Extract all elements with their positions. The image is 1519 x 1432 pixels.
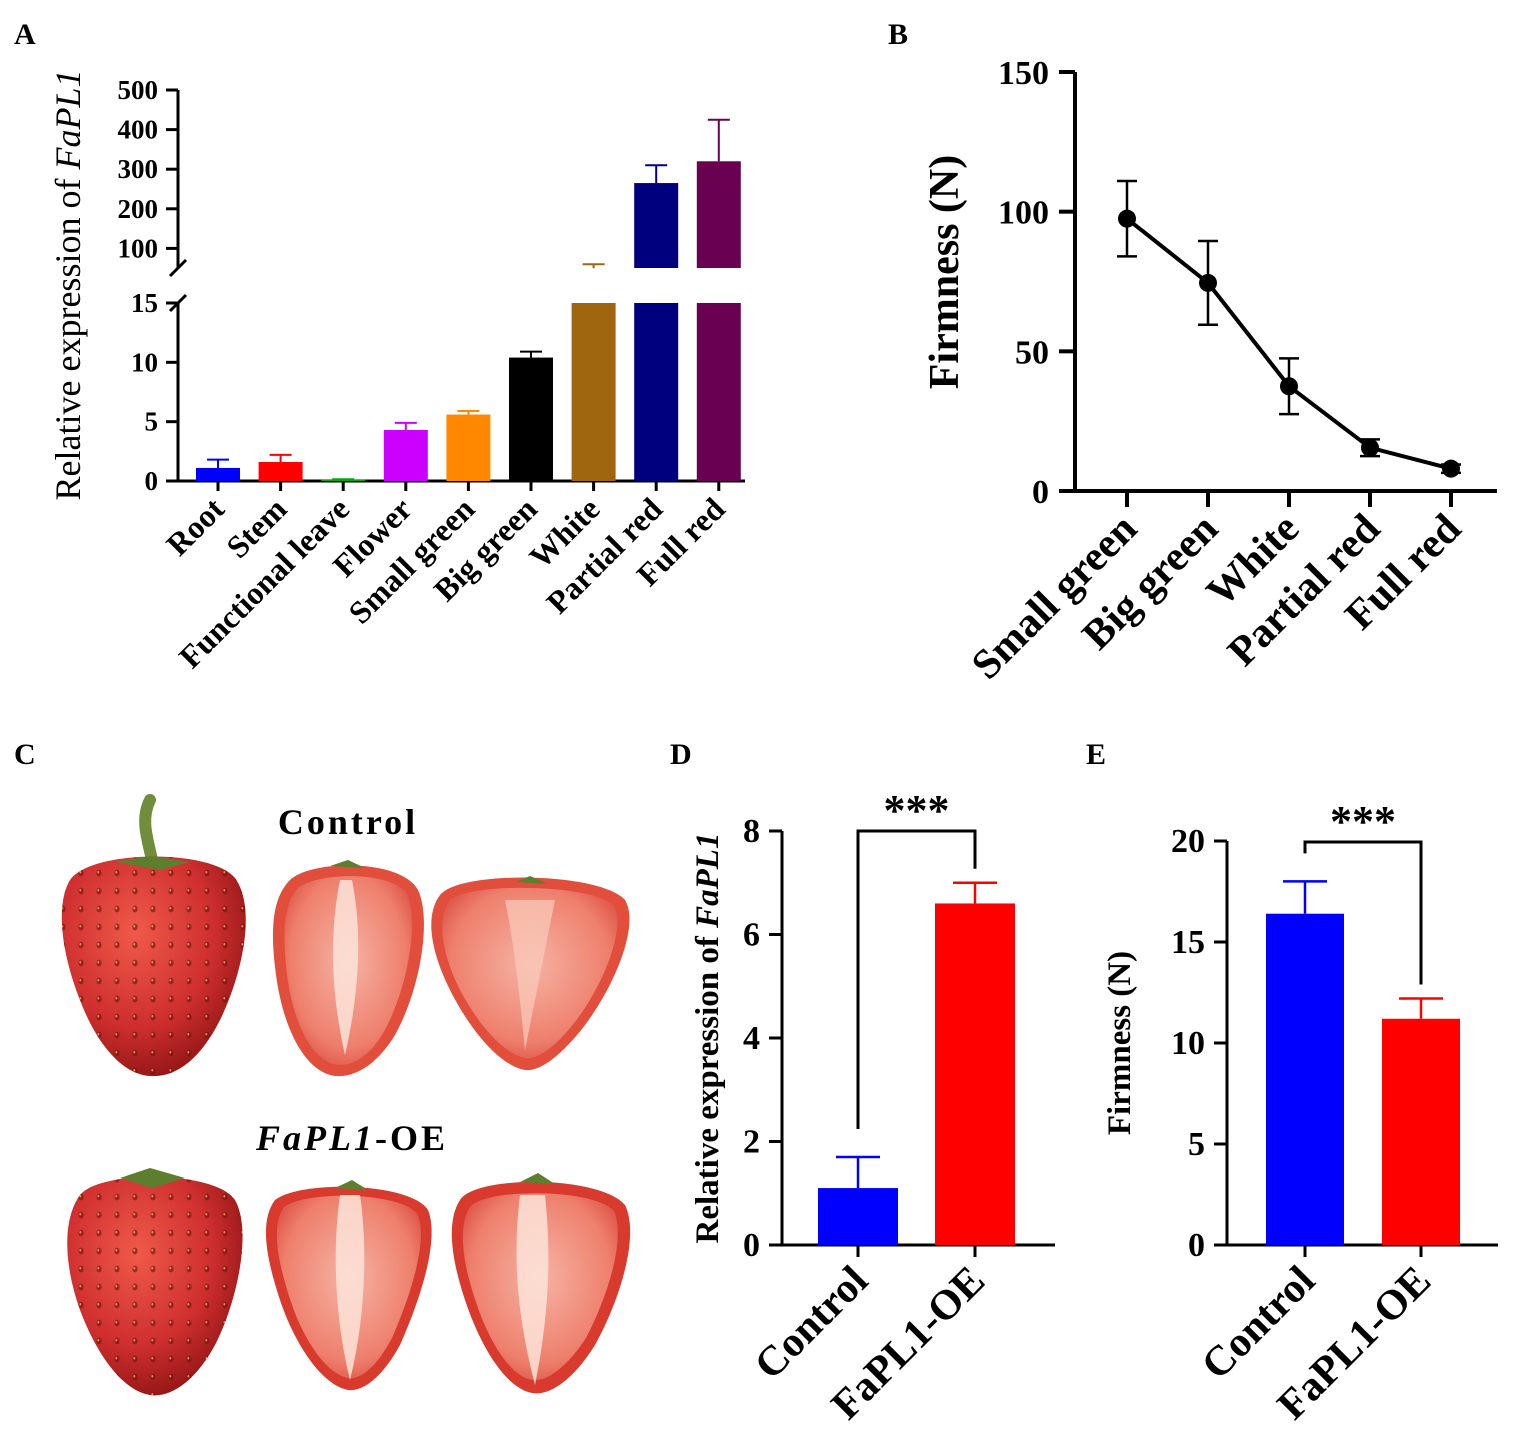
bar: [1266, 913, 1344, 1245]
panel-label-d: D: [670, 738, 692, 771]
control-cut-fruit-1: [272, 860, 424, 1077]
bar: [509, 357, 553, 481]
y-tick-label: 200: [118, 194, 159, 224]
y-tick-label: 500: [118, 75, 159, 105]
panel-label-a: A: [14, 18, 36, 51]
bar: [321, 479, 366, 481]
significance-stars: ***: [884, 786, 950, 835]
y-tick-label: 150: [998, 55, 1049, 92]
y-tick-label: 10: [1171, 1025, 1205, 1062]
y-tick-label: 0: [1188, 1227, 1205, 1264]
bar-lower: [571, 303, 616, 481]
y-axis-label: Firmness (N): [922, 155, 968, 389]
y-tick-label: 15: [1171, 924, 1205, 961]
bar: [818, 1188, 898, 1245]
y-tick-label: 100: [998, 195, 1049, 232]
data-point: [1280, 377, 1298, 396]
y-tick-label: 5: [145, 407, 159, 437]
bar: [196, 467, 240, 481]
significance-bracket: [856, 829, 977, 1130]
axis-break-mark: [168, 258, 188, 278]
bar: [1382, 1018, 1460, 1245]
y-tick-label: 0: [145, 466, 159, 496]
bar: [935, 903, 1015, 1245]
y-tick-label: 400: [118, 115, 159, 145]
y-tick-label: 300: [118, 154, 159, 184]
bar-lower: [634, 303, 679, 481]
oe-whole-fruit: [67, 1168, 243, 1396]
data-point: [1361, 438, 1379, 457]
control-whole-fruit: [61, 794, 246, 1077]
data-point: [1199, 273, 1217, 292]
x-category-label: Root: [159, 490, 231, 562]
bar: [258, 462, 303, 481]
data-point: [1118, 209, 1136, 228]
photo-label-control: Control: [278, 802, 418, 842]
y-tick-label: 20: [1171, 823, 1205, 860]
y-tick-label: 8: [743, 813, 760, 850]
oe-cut-fruit-2: [451, 1173, 631, 1394]
y-axis-label-gene: FaPL1: [48, 70, 88, 171]
bar-upper: [634, 183, 679, 268]
y-tick-label: 10: [131, 347, 158, 377]
bar: [383, 429, 428, 481]
bar-upper: [696, 161, 741, 268]
y-axis-label: Firmness (N): [1102, 951, 1138, 1135]
y-tick-label: 4: [743, 1020, 760, 1057]
chart-a: 0 5 10 15 100 200 300 400 500 Relative expression…: [48, 70, 745, 675]
oe-cut-fruit-1: [265, 1180, 432, 1391]
y-axis-label: Relative expression of FaPL1: [690, 833, 726, 1244]
photo-label-oe: FaPL1-OE: [255, 1118, 448, 1158]
panel-label-e: E: [1086, 738, 1106, 771]
y-tick-label: 50: [1015, 334, 1049, 371]
y-tick-label: 0: [1032, 474, 1049, 511]
y-axis-label: Relative expression of FaPL1: [48, 70, 88, 501]
y-axis-label-prefix: Relative expression of: [48, 170, 88, 501]
significance-stars: ***: [1330, 797, 1396, 846]
bar-lower: [696, 303, 741, 481]
y-tick-label: 0: [743, 1227, 760, 1264]
series-line: [1125, 217, 1452, 471]
panel-label-b: B: [888, 18, 908, 51]
y-tick-label: 15: [131, 288, 158, 318]
y-axis-label-prefix: Relative expression of: [690, 928, 726, 1244]
significance-bracket: [1303, 840, 1423, 985]
y-tick-label: 100: [118, 233, 159, 263]
y-tick-label: 6: [743, 917, 760, 954]
control-cut-fruit-2: [431, 876, 630, 1071]
y-tick-label: 2: [743, 1124, 760, 1161]
strawberry-photo: Control FaPL1-OE: [61, 794, 631, 1396]
y-tick-label: 5: [1188, 1126, 1205, 1163]
y-axis-label-gene: FaPL1: [690, 833, 726, 929]
panel-label-c: C: [14, 738, 36, 771]
bar: [446, 414, 491, 481]
data-point: [1442, 459, 1460, 478]
